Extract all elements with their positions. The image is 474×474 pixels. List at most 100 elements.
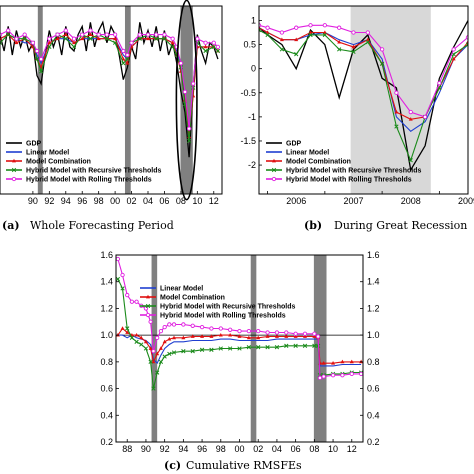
y-tick-label: -1.5 [240,136,256,146]
point-hybrid-model-with-rolling-thresholds [379,47,385,52]
point-hybrid-model-with-recursive-thresholds [203,48,208,54]
x-tick-label: 90 [28,196,38,206]
point-hybrid-model-with-rolling-thresholds [215,44,221,50]
point-hybrid-model-with-recursive-thresholds [265,32,270,38]
point-hybrid-model-with-recursive-thresholds [279,47,285,52]
point-hybrid-model-with-rolling-thresholds [47,36,52,41]
point-hybrid-model-with-rolling-thresholds [125,52,130,58]
point-hybrid-model-with-recursive-thresholds [337,47,342,52]
point-hybrid-model-with-recursive-thresholds [137,36,142,41]
point-hybrid-model-with-recursive-thresholds [71,44,77,50]
point-hybrid-model-with-rolling-thresholds [34,48,40,54]
x-tick-label: 88 [122,444,132,454]
point-hybrid-model-with-rolling-thresholds [171,322,177,327]
legend-label-hybrid-model-with-rolling-thresholds: Hybrid Model with Rolling Thresholds [286,177,412,184]
point-hybrid-model-with-rolling-thresholds [293,331,298,336]
panel-b: 2006 2007 2008 2009 -2 -1.5 -1 -0.5 0 0.5 1 GDP Line… [240,5,474,206]
point-hybrid-model-with-rolling-thresholds [88,28,93,33]
point-hybrid-model-with-recursive-thresholds [259,27,262,33]
point-hybrid-model-with-recursive-thresholds [294,52,299,57]
recession-band-0 [37,6,43,194]
point-hybrid-model-with-rolling-thresholds [186,126,192,131]
point-hybrid-model-with-rolling-thresholds [394,90,399,95]
legend-label-gdp: GDP [286,141,302,148]
point-hybrid-model-with-rolling-thresholds [322,23,327,28]
point-model-combination [293,334,298,338]
x-tick-label: 08 [176,196,186,206]
point-hybrid-model-with-recursive-thresholds [162,36,167,41]
point-hybrid-model-with-recursive-thresholds [162,354,167,359]
x-tick-label: 04 [272,444,282,454]
point-hybrid-model-with-recursive-thresholds [237,346,242,351]
point-hybrid-model-with-recursive-thresholds [246,345,252,350]
point-hybrid-model-with-recursive-thresholds [34,56,40,62]
legend-label-linear-model: Linear Model [160,286,203,293]
point-hybrid-model-with-recursive-thresholds [148,359,153,365]
legend-label-linear-model: Linear Model [26,150,69,157]
y-tick-label-right: 0.8 [367,357,380,367]
point-model-combination [155,351,160,356]
x-tick-label: 2009 [458,196,474,206]
x-tick-label: 98 [94,196,104,206]
point-hybrid-model-with-recursive-thresholds [284,343,289,348]
y-tick-label: 0.6 [100,384,113,394]
point-hybrid-model-with-recursive-thresholds [227,346,233,351]
point-hybrid-model-with-recursive-thresholds [265,345,270,350]
point-hybrid-model-with-rolling-thresholds [227,327,233,332]
point-hybrid-model-with-rolling-thresholds [365,30,370,35]
point-model-combination [256,335,261,340]
point-model-combination [322,30,327,34]
x-tick-label: 10 [328,444,338,454]
point-hybrid-model-with-recursive-thresholds [125,326,130,331]
point-hybrid-model-with-recursive-thresholds [171,350,177,355]
legend-label-hybrid-model-with-rolling-thresholds: Hybrid Model with Rolling Thresholds [160,313,286,320]
point-hybrid-model-with-recursive-thresholds [170,44,175,50]
point-hybrid-model-with-rolling-thresholds [181,322,186,327]
point-hybrid-model-with-rolling-thresholds [145,32,151,37]
point-hybrid-model-with-rolling-thresholds [120,272,125,278]
point-model-combination [200,334,205,338]
panel-c: 88 90 92 94 96 98 00 02 04 06 08 10 12 0.2 0.2 0.4 0.4 0.… [100,250,379,454]
point-hybrid-model-with-rolling-thresholds [104,32,110,37]
point-hybrid-model-with-rolling-thresholds [63,28,68,33]
point-hybrid-model-with-rolling-thresholds [129,299,135,304]
point-model-combination [451,56,456,61]
point-hybrid-model-with-rolling-thresholds [167,322,172,327]
point-hybrid-model-with-rolling-thresholds [315,334,321,339]
point-hybrid-model-with-rolling-thresholds [284,330,289,335]
x-tick-label: 00 [234,444,244,454]
point-model-combination [80,36,85,41]
point-hybrid-model-with-rolling-thresholds [321,374,326,379]
y-tick-label-right: 0.4 [367,410,380,420]
point-hybrid-model-with-recursive-thresholds [139,342,144,347]
x-tick-label: 92 [44,196,54,206]
point-hybrid-model-with-recursive-thresholds [0,40,3,45]
point-hybrid-model-with-rolling-thresholds [265,330,270,335]
point-hybrid-model-with-rolling-thresholds [199,324,205,330]
point-model-combination [337,39,342,44]
point-model-combination [139,335,144,340]
panel-a: 90 92 94 96 98 00 02 04 06 08 10 12 GDP Linear Model M… [0,0,223,206]
point-hybrid-model-with-rolling-thresholds [30,40,36,45]
caption-b-text: During Great Recession [334,219,467,232]
point-model-combination [55,36,60,41]
point-hybrid-model-with-rolling-thresholds [237,328,242,334]
point-hybrid-model-with-rolling-thresholds [302,331,308,336]
point-hybrid-model-with-recursive-thresholds [379,61,385,66]
x-tick-label: 2008 [401,196,421,206]
point-model-combination [237,334,242,338]
point-hybrid-model-with-rolling-thresholds [125,292,130,298]
point-hybrid-model-with-rolling-thresholds [349,371,354,377]
point-model-combination [190,334,195,338]
point-hybrid-model-with-recursive-thresholds [104,36,110,41]
legend-label-hybrid-model-with-recursive-thresholds: Hybrid Model with Recursive Thresholds [26,168,161,175]
point-model-combination [365,37,370,42]
point-model-combination [312,334,317,338]
point-model-combination [294,37,299,42]
point-model-combination [340,359,345,364]
legend-label-model-combination: Model Combination [26,159,91,166]
point-hybrid-model-with-rolling-thresholds [162,324,167,330]
point-hybrid-model-with-rolling-thresholds [121,48,126,54]
x-tick-label: 02 [127,196,137,206]
legend-label-model-combination: Model Combination [160,295,225,302]
